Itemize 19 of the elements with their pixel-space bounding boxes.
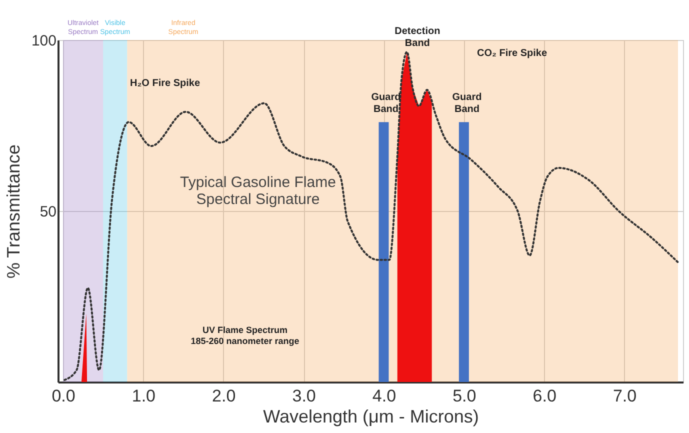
x-tick-label: 6.0	[532, 386, 556, 406]
x-tick-label: 1.0	[132, 386, 156, 406]
x-tick-label: 2.0	[212, 386, 236, 406]
text: Typical Gasoline Flame Spectral Signature	[180, 174, 336, 208]
x-tick-label: 7.0	[612, 386, 637, 406]
x-tick-label: 5.0	[452, 386, 476, 406]
y-tick-label: 100	[31, 32, 56, 50]
y-axis-title: % Transmittance	[3, 144, 24, 279]
annotation: H₂O Fire Spike	[130, 78, 200, 89]
annotation: CO₂ Fire Spike	[476, 48, 548, 59]
annotation: Guard Band	[452, 92, 482, 115]
annotation: UV Flame Spectrum 185-260 nanometer range	[190, 325, 300, 346]
x-axis-title: Wavelength (μm - Microns)	[263, 406, 479, 426]
y-tick-label: 50	[40, 204, 56, 220]
annotation: Detection Band	[394, 26, 440, 49]
x-tick-label: 4.0	[372, 386, 396, 406]
annotation: Guard Band	[371, 92, 401, 115]
x-tick-label: 3.0	[292, 386, 316, 406]
x-tick-label: 0.0	[52, 386, 76, 406]
